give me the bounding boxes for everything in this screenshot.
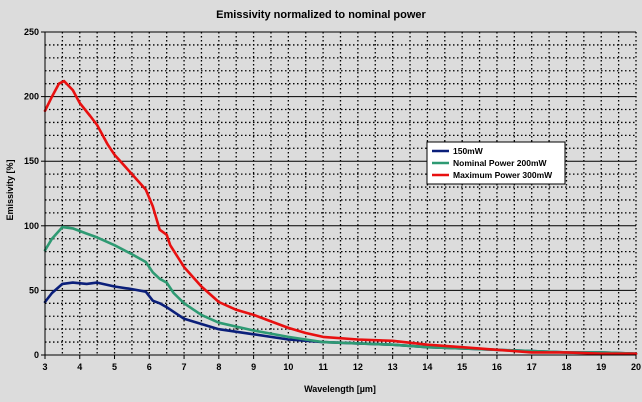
x-tick-label: 13 <box>388 362 398 372</box>
legend-entry: Nominal Power 200mW <box>453 158 548 168</box>
y-tick-label: 50 <box>29 285 39 295</box>
x-tick-label: 7 <box>182 362 187 372</box>
x-tick-label: 14 <box>422 362 432 372</box>
x-tick-label: 4 <box>77 362 82 372</box>
x-tick-label: 6 <box>147 362 152 372</box>
y-tick-label: 100 <box>24 221 39 231</box>
x-tick-label: 3 <box>42 362 47 372</box>
x-tick-label: 5 <box>112 362 117 372</box>
x-tick-label: 12 <box>353 362 363 372</box>
x-tick-label: 19 <box>596 362 606 372</box>
y-tick-label: 0 <box>34 350 39 360</box>
series-line <box>43 79 638 355</box>
x-tick-label: 20 <box>631 362 641 372</box>
x-tick-label: 10 <box>283 362 293 372</box>
y-tick-label: 250 <box>24 27 39 37</box>
y-tick-label: 200 <box>24 92 39 102</box>
x-tick-label: 8 <box>216 362 221 372</box>
axes: 3 4 5 6 7 8 9 10 11 12 13 14 15 16 17 18 19 2005010015020… <box>24 27 641 372</box>
x-tick-label: 15 <box>457 362 467 372</box>
legend-box <box>426 141 566 185</box>
y-tick-label: 150 <box>24 156 39 166</box>
x-tick-label: 16 <box>492 362 502 372</box>
y-axis-label: Emissivity [%] <box>5 159 15 220</box>
x-tick-label: 11 <box>318 362 328 372</box>
legend: 150mW Nominal Power 200mW Maximum Power 30… <box>426 141 566 185</box>
x-axis-label: Wavelength [µm] <box>304 384 376 394</box>
grid <box>45 31 637 355</box>
legend-entry: 150mW <box>453 146 484 156</box>
legend-entry: Maximum Power 300mW <box>453 170 553 180</box>
x-tick-label: 18 <box>561 362 571 372</box>
x-tick-label: 17 <box>527 362 537 372</box>
chart-title: Emissivity normalized to nominal power <box>216 9 426 21</box>
series-layer <box>43 79 638 355</box>
x-tick-label: 9 <box>251 362 256 372</box>
